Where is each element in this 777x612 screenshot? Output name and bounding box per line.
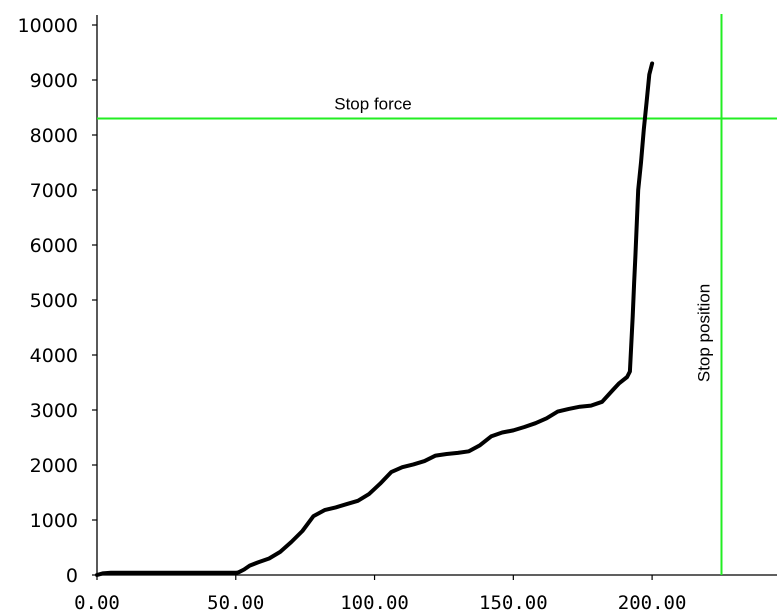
y-tick-label: 3000 [30,400,78,422]
y-tick-label: 2000 [30,455,78,477]
y-tick-label: 8000 [30,125,78,147]
y-tick-label: 4000 [30,345,78,367]
reference-lines [97,14,777,575]
x-tick-label: 50.00 [207,592,264,612]
y-tick-label: 9000 [30,70,78,92]
y-tick-label: 7000 [30,180,78,202]
y-tick-label: 1000 [30,510,78,532]
y-tick-label: 10000 [18,15,78,37]
force-curve [95,61,655,577]
labels: 0 1000 2000 3000 4000 5000 6000 7000 8000 9000 100… [18,15,714,612]
y-tick-label: 0 [66,565,78,587]
y-tick-label: 5000 [30,290,78,312]
x-tick-label: 150.00 [479,592,548,612]
x-tick-label: 0.00 [74,592,120,612]
stop-position-label: Stop position [694,284,713,382]
x-tick-label: 200.00 [618,592,687,612]
y-tick-label: 6000 [30,235,78,257]
x-tick-label: 100.00 [340,592,409,612]
axes [92,15,777,580]
stop-force-label: Stop force [334,95,412,114]
series-layer [95,61,655,577]
